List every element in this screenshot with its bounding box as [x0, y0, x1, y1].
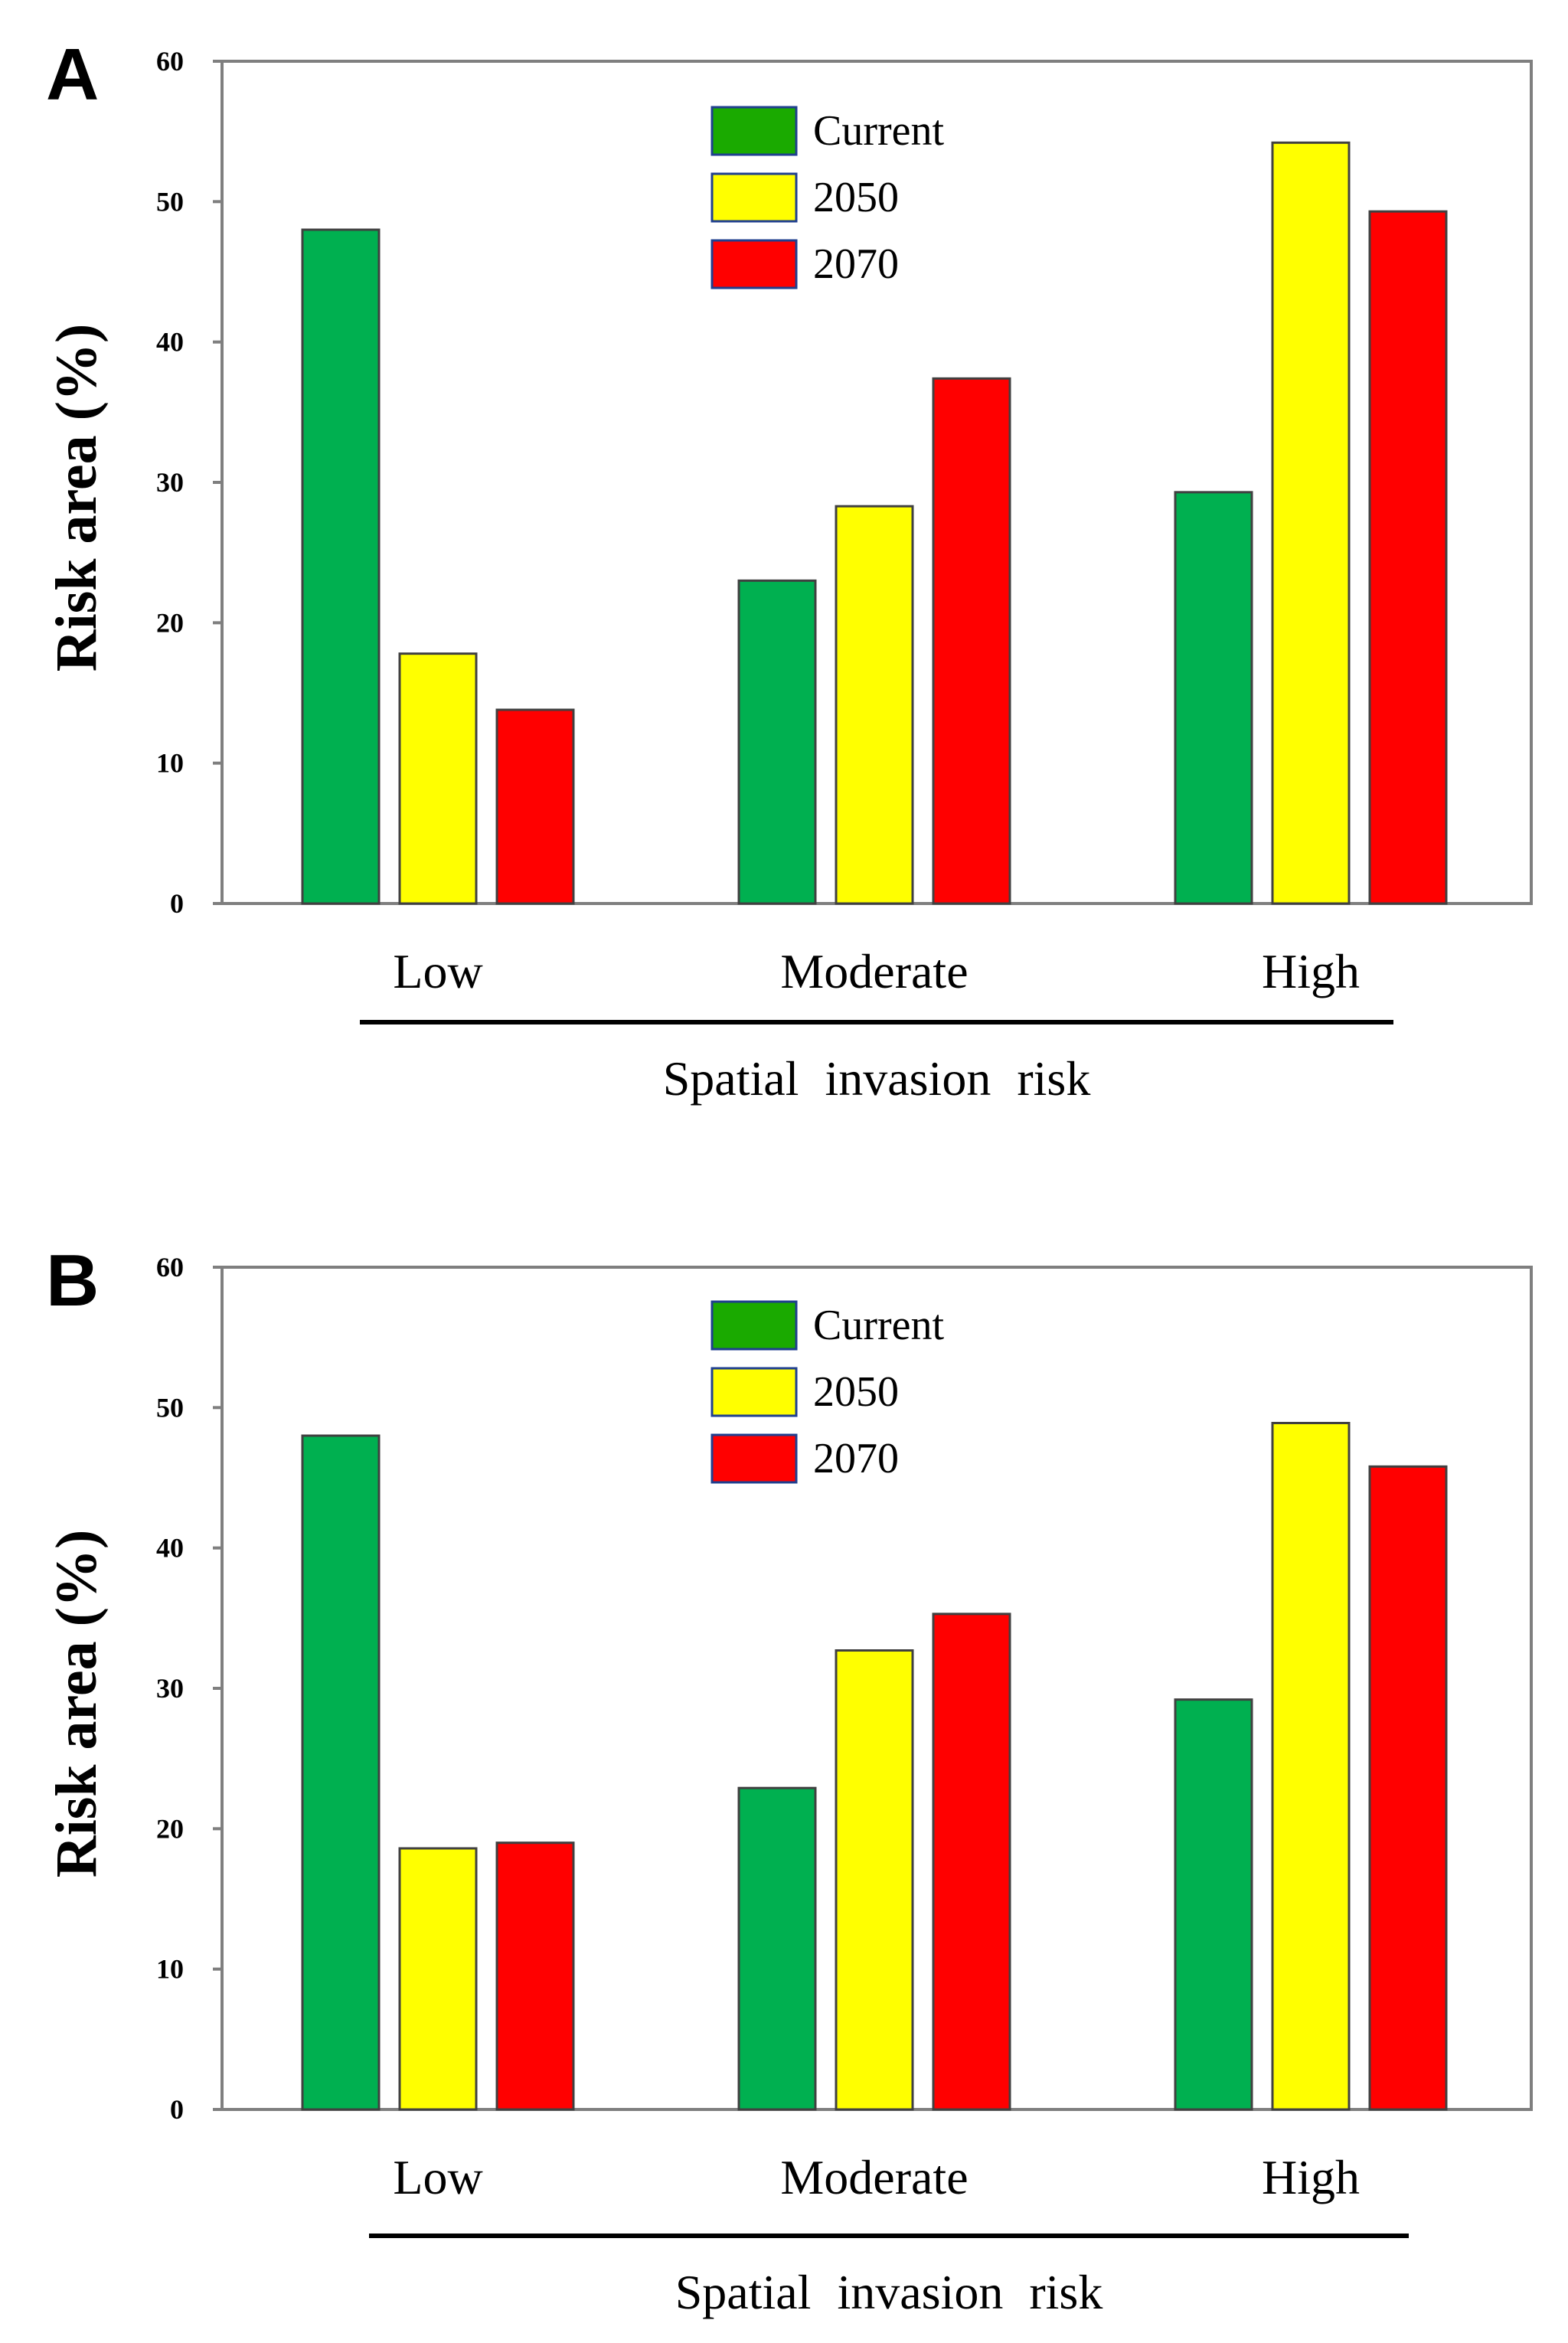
legend: Current 2050 2070 — [710, 1300, 945, 1484]
bar-moderate-2070 — [932, 377, 1011, 905]
bar-high-2050 — [1271, 141, 1351, 905]
legend-swatch-2050 — [710, 1367, 798, 1417]
y-axis-label: Risk area (%) — [44, 1530, 109, 1878]
y-tick-label: 0 — [170, 2094, 184, 2125]
chart-panel-a: A 0 10 20 30 40 50 60 Risk area (%) Low Moderate Hi… — [44, 34, 1533, 1106]
y-tick-label: 30 — [156, 467, 184, 498]
bar-moderate-current — [737, 579, 817, 905]
bar-high-current — [1174, 491, 1253, 905]
category-label-high: High — [1262, 2150, 1360, 2204]
bar-low-current — [301, 228, 381, 905]
category-label-low: Low — [393, 2150, 482, 2204]
y-tick-label: 50 — [156, 186, 184, 217]
y-tick-label: 30 — [156, 1673, 184, 1704]
bar-high-2070 — [1368, 210, 1448, 905]
legend-label-2050: 2050 — [813, 174, 899, 221]
legend-swatch-current — [710, 1300, 798, 1351]
bar-high-2050 — [1271, 1422, 1351, 2111]
category-label-moderate: Moderate — [780, 944, 968, 998]
legend-label-current: Current — [813, 1302, 945, 1349]
legend: Current 2050 2070 — [710, 106, 945, 289]
y-tick-label: 0 — [170, 888, 184, 919]
x-axis-label: Spatial invasion risk — [663, 1051, 1091, 1106]
bar-moderate-2050 — [835, 505, 914, 905]
panel-letter: B — [46, 1240, 99, 1322]
bar-moderate-current — [737, 1786, 817, 2111]
y-tick-label: 10 — [156, 1954, 184, 1985]
x-axis-label: Spatial invasion risk — [675, 2265, 1103, 2319]
bar-low-2050 — [398, 652, 478, 905]
legend-label-current: Current — [813, 107, 945, 155]
bar-low-current — [301, 1434, 381, 2111]
legend-swatch-2070 — [710, 239, 798, 289]
y-axis-label: Risk area (%) — [44, 324, 109, 672]
category-label-moderate: Moderate — [780, 2150, 968, 2204]
legend-swatch-current — [710, 106, 798, 156]
legend-swatch-2070 — [710, 1433, 798, 1484]
chart-panel-b: B 0 10 20 30 40 50 60 Risk area (%) Low Moderate Hi… — [44, 1240, 1533, 2319]
y-tick-label: 40 — [156, 327, 184, 358]
y-tick-label: 40 — [156, 1533, 184, 1564]
bar-low-2050 — [398, 1847, 478, 2111]
bar-high-current — [1174, 1698, 1253, 2111]
legend-label-2070: 2070 — [813, 1435, 899, 1482]
bar-moderate-2070 — [932, 1613, 1011, 2111]
legend-swatch-2050 — [710, 172, 798, 223]
legend-label-2050: 2050 — [813, 1368, 899, 1416]
bar-low-2070 — [495, 708, 575, 905]
y-tick-label: 10 — [156, 748, 184, 779]
bar-moderate-2050 — [835, 1649, 914, 2111]
bar-low-2070 — [495, 1841, 575, 2111]
y-tick-label: 60 — [156, 46, 184, 77]
y-tick-label: 20 — [156, 607, 184, 638]
bar-high-2070 — [1368, 1465, 1448, 2111]
y-tick-label: 60 — [156, 1252, 184, 1283]
y-tick-label: 20 — [156, 1813, 184, 1844]
category-label-high: High — [1262, 944, 1360, 998]
panel-letter: A — [46, 34, 99, 116]
category-label-low: Low — [393, 944, 482, 998]
y-tick-label: 50 — [156, 1392, 184, 1423]
legend-label-2070: 2070 — [813, 240, 899, 288]
